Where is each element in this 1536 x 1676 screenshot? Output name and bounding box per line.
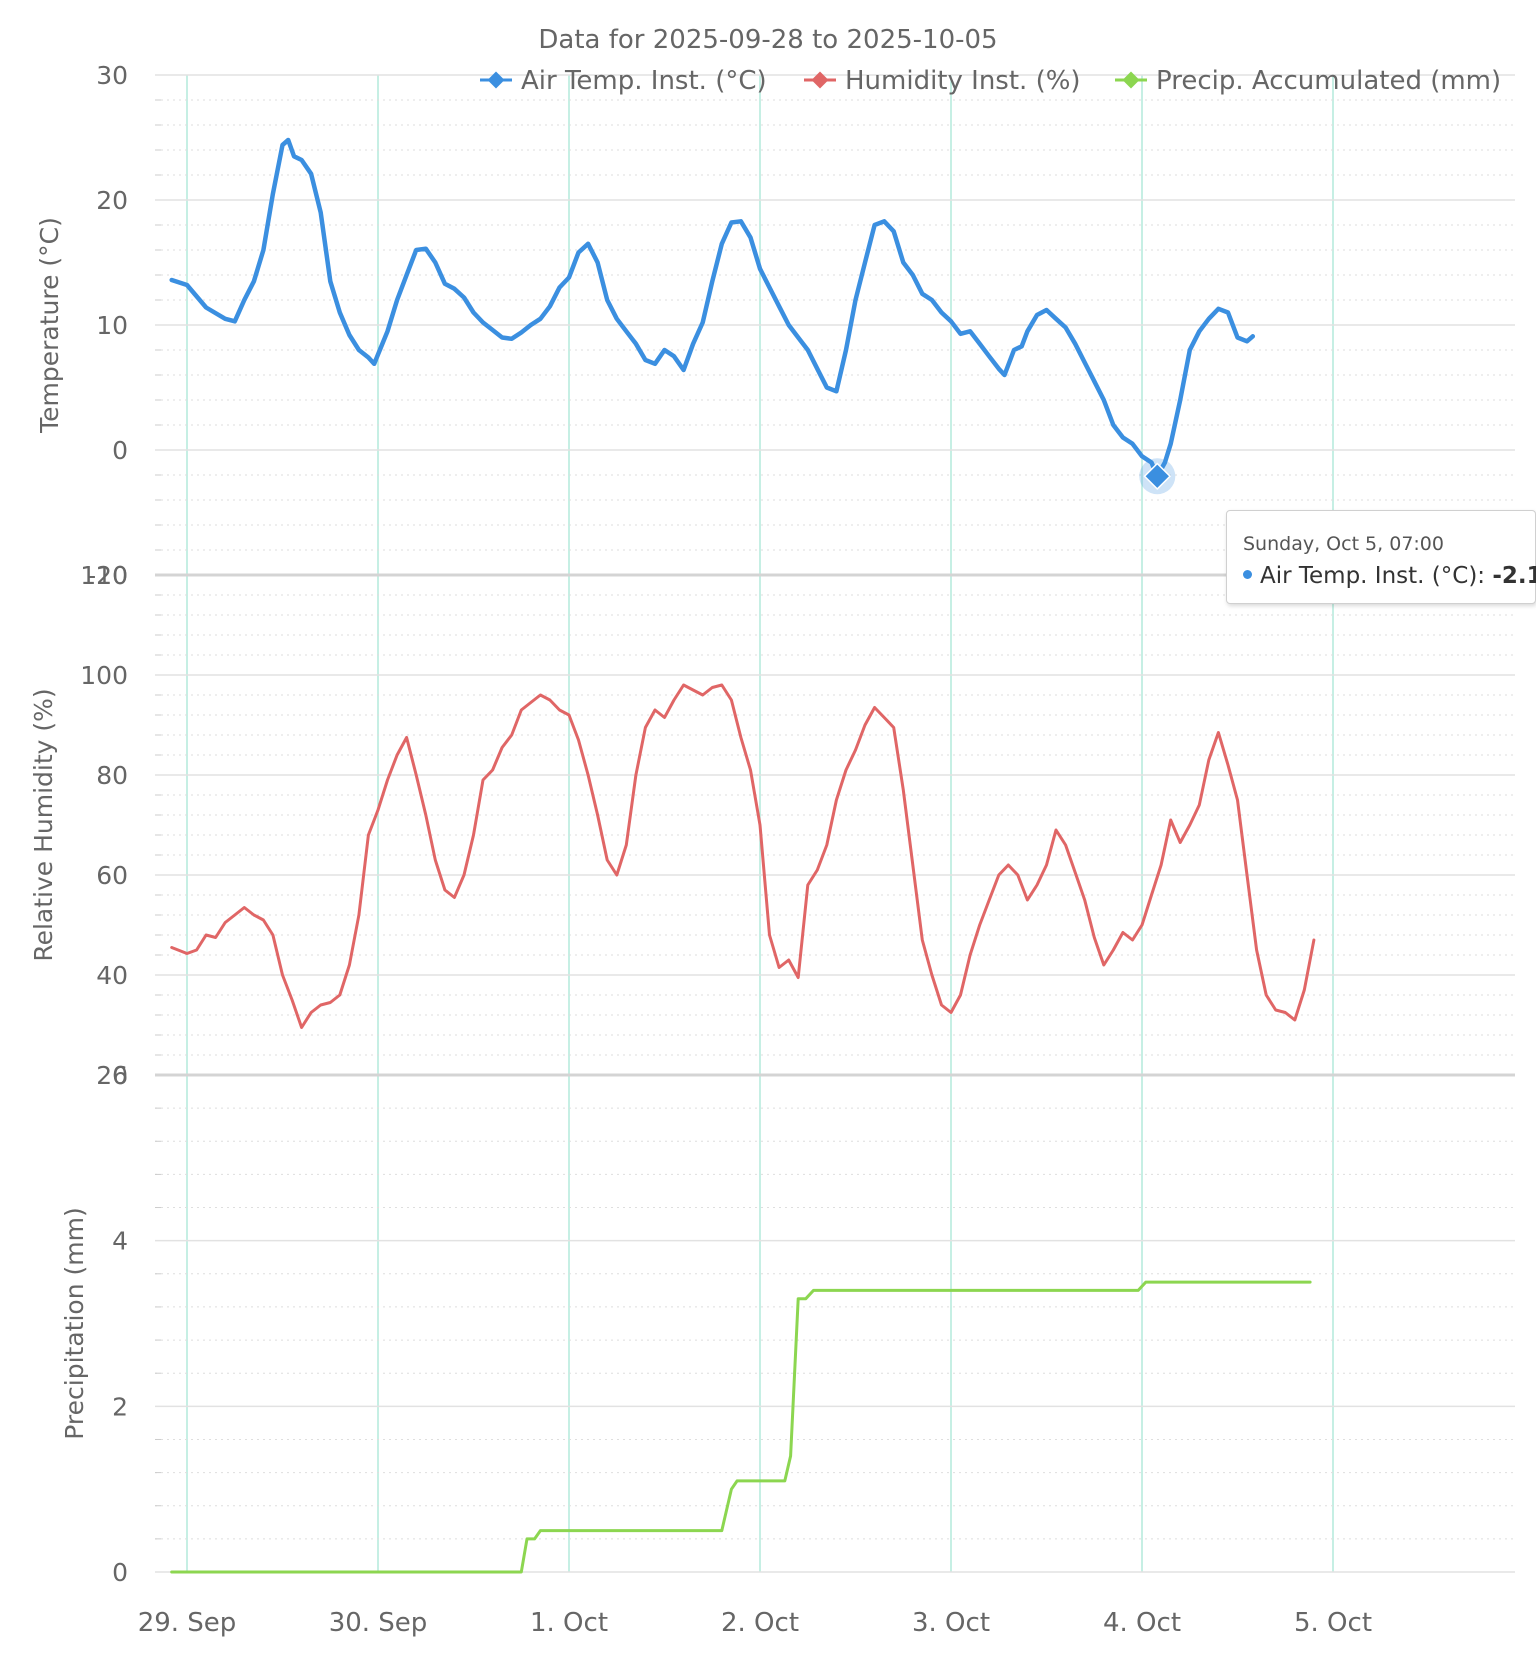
y-axis-title: Temperature (°C) [35, 217, 64, 434]
y-tick-label: 120 [80, 561, 128, 590]
tooltip-value: -2.1 [1492, 563, 1536, 589]
y-tick-label: 0 [112, 436, 128, 465]
y-tick-label: 40 [96, 961, 128, 990]
x-tick-label: 1. Oct [530, 1608, 608, 1638]
chart-tooltip: Sunday, Oct 5, 07:00 Air Temp. Inst. (°C… [1226, 510, 1536, 604]
tooltip-series-dot [1243, 570, 1252, 579]
hover-point-marker [1143, 462, 1172, 491]
y-tick-label: 10 [96, 311, 128, 340]
y-tick-label: 6 [112, 1061, 128, 1090]
y-tick-label: 2 [112, 1392, 128, 1421]
y-tick-label: -10 [87, 561, 128, 590]
y-tick-label: 100 [80, 661, 128, 690]
temperature-series-line [169, 137, 1256, 479]
y-tick-label: 80 [96, 761, 128, 790]
legend-label: Air Temp. Inst. (°C) [521, 66, 767, 96]
legend-marker [487, 71, 505, 89]
humidity-series-line [170, 683, 1316, 1029]
y-tick-label: 0 [112, 1558, 128, 1587]
legend-marker [1122, 71, 1140, 89]
x-tick-label: 5. Oct [1294, 1608, 1372, 1638]
legend-marker [811, 71, 829, 89]
y-tick-label: 4 [112, 1227, 128, 1256]
y-axis-title: Relative Humidity (%) [29, 688, 58, 961]
x-tick-label: 4. Oct [1103, 1608, 1181, 1638]
x-tick-label: 2. Oct [721, 1608, 799, 1638]
legend-label: Humidity Inst. (%) [845, 66, 1081, 96]
y-axis-title: Precipitation (mm) [60, 1207, 89, 1439]
y-tick-label: 60 [96, 861, 128, 890]
x-tick-label: 29. Sep [138, 1608, 237, 1638]
y-tick-label: 20 [96, 1061, 128, 1090]
x-tick-label: 30. Sep [329, 1608, 428, 1638]
legend-label: Precip. Accumulated (mm) [1156, 66, 1501, 96]
chart-title: Data for 2025-09-28 to 2025-10-05 [538, 25, 997, 55]
tooltip-series-label: Air Temp. Inst. (°C): [1260, 563, 1493, 589]
y-tick-label: 20 [96, 186, 128, 215]
precipitation-series-line [170, 1280, 1312, 1574]
y-tick-label: 30 [96, 61, 128, 90]
x-tick-label: 3. Oct [912, 1608, 990, 1638]
tooltip-date: Sunday, Oct 5, 07:00 [1243, 533, 1444, 555]
tooltip-row: Air Temp. Inst. (°C): -2.1 [1243, 563, 1536, 589]
